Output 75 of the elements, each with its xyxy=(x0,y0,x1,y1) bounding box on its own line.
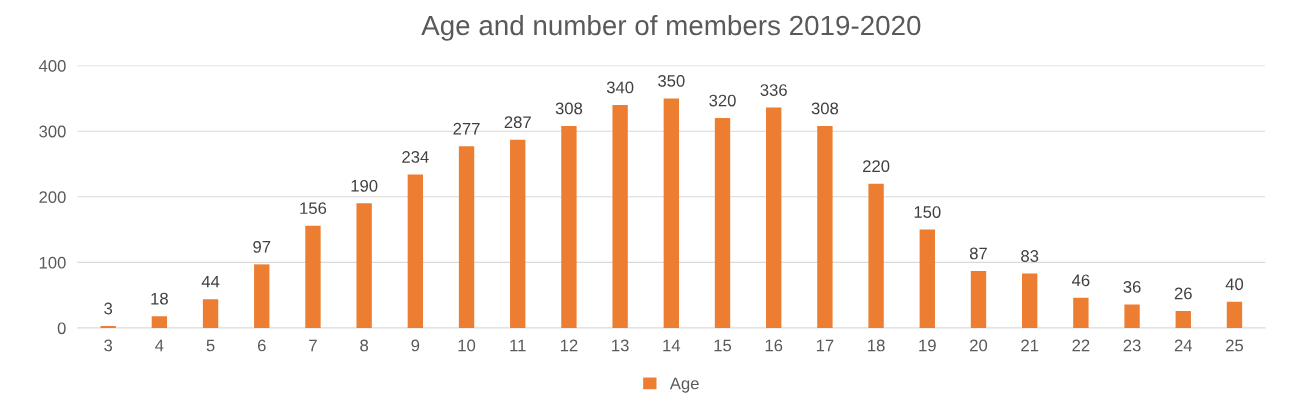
x-tick-label: 12 xyxy=(560,339,578,352)
bar xyxy=(510,139,526,328)
x-tick-label: 23 xyxy=(1123,339,1141,352)
x-tick-label: 8 xyxy=(360,339,369,352)
x-tick-label: 20 xyxy=(970,339,988,352)
x-tick-label: 13 xyxy=(612,339,629,352)
bar xyxy=(1175,310,1191,328)
data-label: 36 xyxy=(1123,280,1141,293)
data-label: 308 xyxy=(811,102,839,115)
y-tick-label: 0 xyxy=(57,322,66,335)
data-label: 190 xyxy=(351,179,378,192)
x-tick-label: 18 xyxy=(868,339,885,352)
data-label: 350 xyxy=(658,74,685,87)
data-label: 308 xyxy=(555,102,583,115)
x-tick-label: 25 xyxy=(1226,339,1244,352)
data-label: 150 xyxy=(914,206,941,218)
data-label: 40 xyxy=(1225,278,1244,291)
x-tick-label: 21 xyxy=(1021,339,1039,352)
x-tick-label: 10 xyxy=(458,339,476,352)
data-label: 3 xyxy=(104,302,113,315)
data-label: 97 xyxy=(253,240,271,253)
bar xyxy=(561,125,577,328)
bar xyxy=(663,98,679,328)
x-tick-label: 16 xyxy=(765,339,783,352)
data-label: 320 xyxy=(709,94,736,107)
bar xyxy=(356,203,372,328)
x-tick-label: 14 xyxy=(663,339,681,352)
bar xyxy=(305,225,321,328)
bar xyxy=(202,299,219,328)
bar xyxy=(612,104,628,328)
x-tick-label: 17 xyxy=(816,339,834,352)
bar xyxy=(407,174,424,328)
y-tick-label: 200 xyxy=(39,191,66,203)
bar xyxy=(254,264,270,328)
x-tick-label: 4 xyxy=(155,339,164,352)
x-tick-label: 6 xyxy=(257,339,266,352)
data-label: 44 xyxy=(201,275,220,288)
data-label: 277 xyxy=(453,122,480,135)
y-tick-label: 400 xyxy=(38,60,66,72)
bar xyxy=(1226,301,1243,328)
bar xyxy=(868,183,884,328)
data-label: 87 xyxy=(969,247,987,260)
y-tick-label: 300 xyxy=(39,125,66,138)
data-label: 340 xyxy=(606,81,634,94)
bar xyxy=(151,316,168,328)
bar xyxy=(1022,273,1038,328)
x-tick-label: 22 xyxy=(1072,339,1090,352)
data-label: 156 xyxy=(300,202,327,215)
x-tick-label: 3 xyxy=(104,339,113,352)
data-label: 336 xyxy=(760,84,787,96)
bar xyxy=(714,118,731,328)
bar xyxy=(919,229,935,328)
data-label: 220 xyxy=(863,160,890,173)
data-label: 287 xyxy=(504,116,531,129)
x-tick-label: 24 xyxy=(1174,339,1193,352)
data-label: 26 xyxy=(1174,287,1192,300)
bar xyxy=(817,125,833,328)
x-tick-label: 11 xyxy=(510,339,526,352)
x-tick-label: 5 xyxy=(206,339,215,352)
data-label: 46 xyxy=(1071,274,1090,287)
x-tick-label: 15 xyxy=(714,339,732,352)
data-label: 83 xyxy=(1021,250,1039,262)
bar xyxy=(766,107,782,328)
y-tick-label: 100 xyxy=(39,256,66,269)
legend-label: Age xyxy=(669,377,699,393)
bar xyxy=(1073,297,1089,328)
data-label: 18 xyxy=(151,292,168,305)
bar xyxy=(458,146,475,328)
x-tick-label: 9 xyxy=(411,339,420,352)
bar xyxy=(1124,304,1140,328)
x-tick-label: 7 xyxy=(309,339,317,352)
bar xyxy=(970,270,987,328)
chart-title: Age and number of members 2019-2020 xyxy=(421,14,921,41)
data-label: 234 xyxy=(402,151,429,163)
x-tick-label: 19 xyxy=(919,339,936,352)
